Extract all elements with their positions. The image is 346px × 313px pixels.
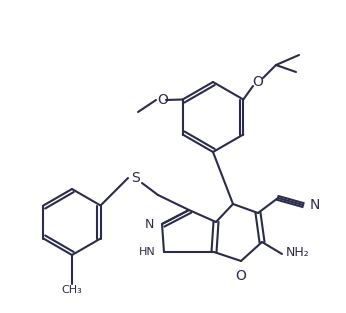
Text: S: S bbox=[131, 171, 139, 185]
Text: HN: HN bbox=[139, 247, 156, 257]
Text: N: N bbox=[145, 218, 154, 230]
Text: NH₂: NH₂ bbox=[286, 245, 310, 259]
Text: O: O bbox=[236, 269, 246, 283]
Text: CH₃: CH₃ bbox=[62, 285, 82, 295]
Text: N: N bbox=[310, 198, 320, 212]
Text: O: O bbox=[253, 75, 263, 89]
Text: O: O bbox=[157, 93, 169, 107]
